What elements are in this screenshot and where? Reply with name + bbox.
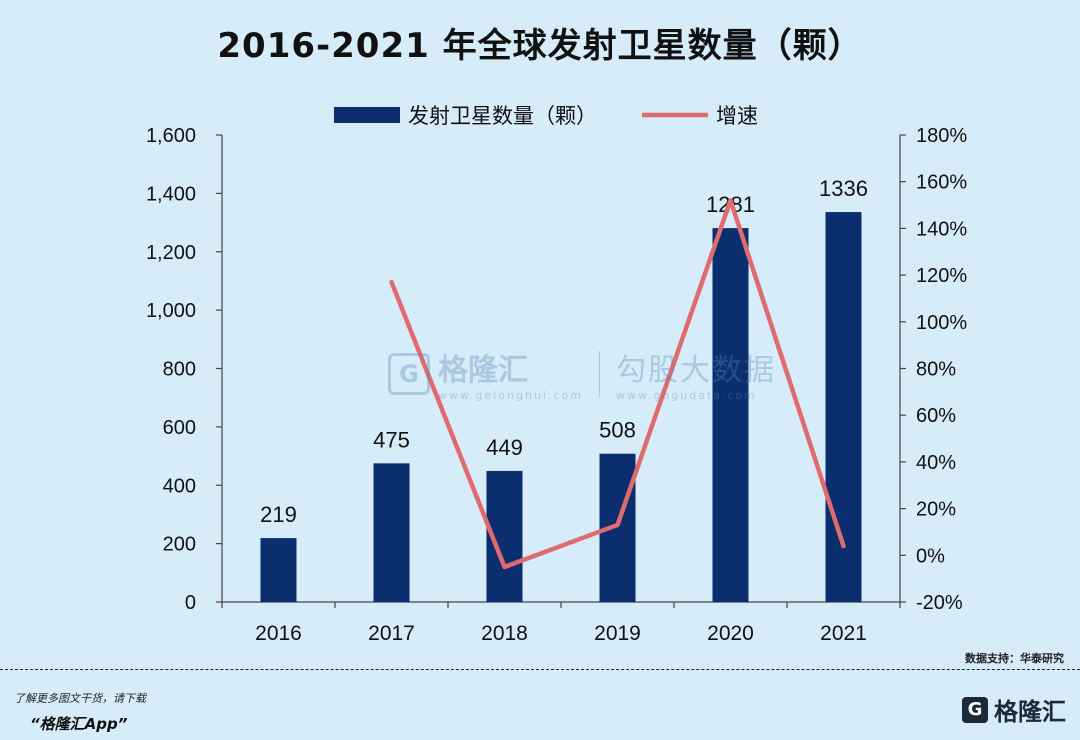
logo-name: 格隆汇 [994, 698, 1066, 726]
left-tick-label: 800 [163, 359, 196, 381]
watermark-name-2: 勾股大数据 [615, 353, 776, 388]
watermark-url: www.gelonghui.com [438, 389, 583, 402]
right-tick-label: 100% [916, 312, 967, 334]
right-tick-label: 20% [916, 499, 956, 521]
left-tick-label: 1,000 [146, 300, 196, 322]
growth-line [389, 198, 846, 570]
chart-title: 2016-2021 年全球发射卫星数量（颗） [217, 26, 863, 66]
right-tick-label: 180% [916, 125, 967, 147]
left-tick-label: 200 [163, 534, 196, 556]
bar [373, 463, 410, 602]
x-tick-label: 2021 [820, 622, 867, 645]
data-label: 1336 [819, 176, 868, 201]
watermark-url-2: www.gogudata.com [615, 389, 757, 402]
bar [260, 538, 297, 602]
watermark-name: 格隆汇 [438, 353, 528, 388]
bar [825, 212, 862, 602]
right-tick-label: 40% [916, 452, 956, 474]
footer-divider [0, 669, 1080, 670]
x-tick-label: 2020 [707, 622, 754, 645]
left-tick-label: 1,200 [146, 242, 196, 264]
bar-line-chart: 发射卫星数量（颗） 增速 0 200 400 600 800 1,000 1,200 1,400… [146, 104, 967, 645]
legend-bar-swatch [334, 107, 400, 123]
x-tick-label: 2016 [255, 622, 302, 645]
x-tick-label: 2017 [368, 622, 415, 645]
footer-note: 了解更多图文干货，请下载 [14, 692, 146, 705]
logo-icon: G [962, 696, 988, 723]
left-tick-label: 400 [163, 475, 196, 497]
legend: 发射卫星数量（颗） 增速 [334, 104, 758, 128]
x-tick-label: 2019 [594, 622, 641, 645]
bars [260, 212, 862, 602]
data-label: 508 [599, 418, 636, 443]
data-label: 219 [260, 502, 297, 527]
right-tick-label: 160% [916, 172, 967, 194]
right-tick-label: 80% [916, 359, 956, 381]
right-tick-label: 120% [916, 265, 967, 287]
right-tick-label: -20% [916, 592, 963, 614]
data-label: 475 [373, 427, 410, 452]
right-tick-label: 0% [916, 545, 945, 567]
legend-bar-label: 发射卫星数量（颗） [408, 104, 597, 128]
watermark: G 格隆汇 www.gelonghui.com 勾股大数据 www.goguda… [388, 345, 776, 402]
right-tick-label: 60% [916, 405, 956, 427]
footer-logo: G 格隆汇 [962, 692, 1066, 727]
x-tick-label: 2018 [481, 622, 528, 645]
axes: 0 200 400 600 800 1,000 1,200 1,400 1,600 -20% 0% 2… [146, 125, 967, 645]
left-tick-label: 1,400 [146, 183, 196, 205]
right-tick-label: 140% [916, 218, 967, 240]
footer-app-name: “格隆汇App” [30, 715, 128, 733]
watermark-separator [598, 350, 600, 397]
data-label: 449 [486, 435, 523, 460]
legend-line-label: 增速 [716, 104, 758, 128]
left-tick-label: 1,600 [146, 125, 196, 147]
source-note: 数据支持：华泰研究 [965, 652, 1064, 665]
bar [712, 228, 749, 602]
growth-line-path [389, 198, 846, 570]
left-tick-label: 600 [163, 417, 196, 439]
watermark-logo-icon: G [388, 352, 430, 395]
left-tick-label: 0 [185, 592, 196, 614]
